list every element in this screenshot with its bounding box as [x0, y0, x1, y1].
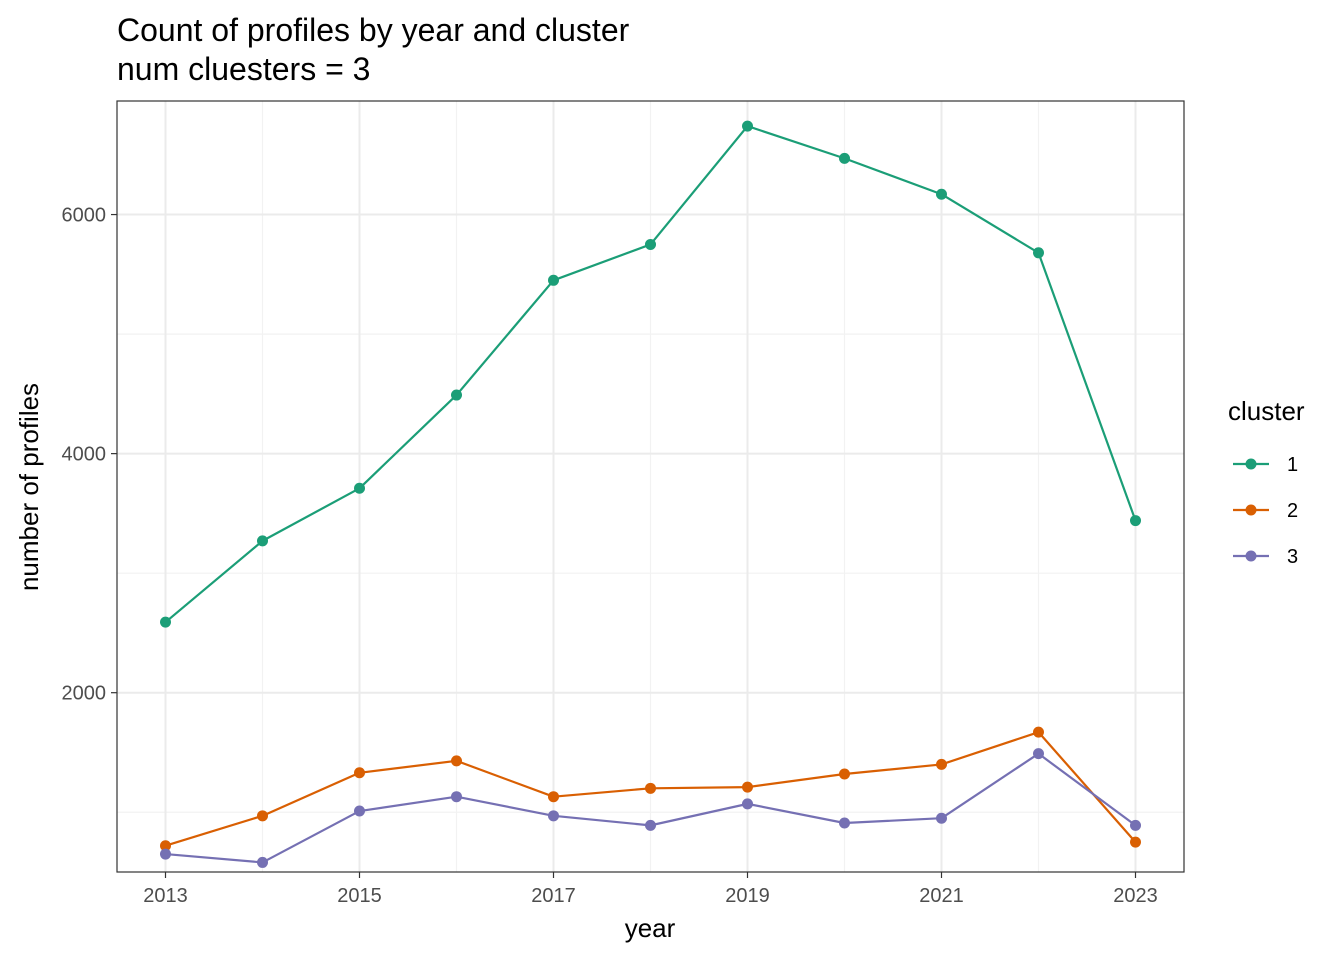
data-point-2: [839, 768, 850, 780]
data-point-3: [645, 819, 656, 831]
data-point-1: [354, 482, 365, 494]
data-point-3: [160, 848, 171, 860]
data-point-1: [1033, 247, 1044, 259]
data-point-3: [1033, 748, 1044, 760]
x-tick-label: 2019: [725, 885, 770, 907]
legend-label-2: 2: [1287, 500, 1298, 522]
data-point-2: [936, 758, 947, 770]
data-point-3: [548, 810, 559, 822]
legend-key-point-3: [1245, 550, 1257, 562]
y-axis: 2000 4000 6000: [62, 205, 117, 705]
data-point-3: [839, 817, 850, 829]
chart-subtitle: num cluesters = 3: [117, 51, 370, 87]
legend: cluster 1 2 3: [1228, 396, 1305, 568]
data-point-3: [936, 812, 947, 824]
data-point-1: [548, 274, 559, 286]
y-tick-label: 2000: [62, 683, 107, 705]
data-point-1: [1130, 515, 1141, 527]
x-tick-label: 2023: [1113, 885, 1158, 907]
data-point-2: [354, 767, 365, 779]
data-point-3: [742, 798, 753, 810]
grid: [117, 101, 1184, 872]
data-point-3: [451, 791, 462, 803]
data-point-1: [936, 188, 947, 200]
legend-label-1: 1: [1287, 454, 1298, 476]
data-point-2: [257, 810, 268, 822]
legend-key-point-2: [1245, 504, 1257, 516]
y-axis-label: number of profiles: [14, 383, 44, 591]
legend-key-point-1: [1245, 458, 1257, 470]
data-point-3: [257, 856, 268, 868]
x-tick-label: 2013: [143, 885, 188, 907]
data-point-1: [451, 389, 462, 401]
data-point-2: [451, 755, 462, 767]
y-tick-label: 6000: [62, 205, 107, 227]
legend-title: cluster: [1228, 396, 1305, 426]
x-tick-label: 2017: [531, 885, 576, 907]
data-point-1: [742, 120, 753, 132]
plot-panel-border: [116, 100, 1185, 873]
data-point-2: [645, 782, 656, 794]
chart-title: Count of profiles by year and cluster: [117, 12, 630, 48]
x-axis: 2013 2015 2017 2019 2021 2023: [143, 872, 1158, 907]
data-point-2: [548, 791, 559, 803]
data-point-2: [1130, 836, 1141, 848]
data-point-3: [354, 805, 365, 817]
data-point-1: [839, 152, 850, 164]
x-tick-label: 2021: [919, 885, 964, 907]
data-point-1: [645, 238, 656, 250]
y-tick-label: 4000: [62, 444, 107, 466]
data-point-1: [257, 535, 268, 547]
series-group: [160, 120, 1141, 868]
data-point-1: [160, 616, 171, 628]
data-point-3: [1130, 819, 1141, 831]
x-tick-label: 2015: [337, 885, 382, 907]
x-axis-label: year: [625, 913, 676, 943]
legend-label-3: 3: [1287, 546, 1298, 568]
data-point-2: [742, 781, 753, 793]
data-point-2: [160, 840, 171, 852]
data-point-2: [1033, 726, 1044, 738]
